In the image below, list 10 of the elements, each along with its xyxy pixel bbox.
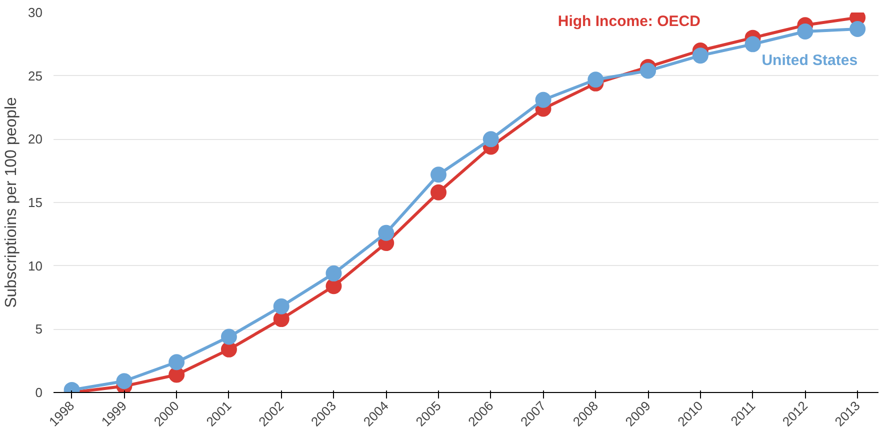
y-tick-label: 30 [28, 5, 43, 20]
series-label: United States [762, 52, 858, 69]
series-label: High Income: OECD [558, 13, 701, 30]
y-tick-label: 0 [35, 385, 43, 400]
y-axis-title: Subscriptioins per 100 people [3, 96, 20, 308]
y-tick-label: 20 [28, 132, 43, 147]
y-tick-label: 15 [28, 195, 43, 210]
y-tick-label: 5 [35, 322, 43, 337]
y-tick-label: 10 [28, 258, 43, 274]
y-tick-label: 25 [28, 68, 43, 84]
